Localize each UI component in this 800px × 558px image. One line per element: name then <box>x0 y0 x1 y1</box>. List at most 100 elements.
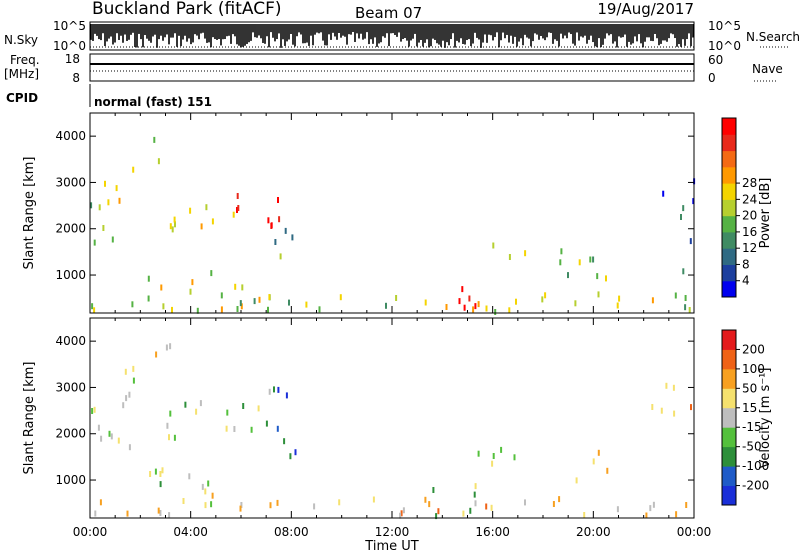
range-cell <box>432 487 435 493</box>
range-cell <box>93 239 96 246</box>
range-cell <box>597 449 600 456</box>
range-cell <box>294 449 297 456</box>
velocity-frame <box>89 317 695 519</box>
colorbar-tick-label: 16 <box>742 225 757 239</box>
range-cell <box>239 300 242 307</box>
cpid-text: normal (fast) 151 <box>94 95 212 109</box>
range-cell <box>93 307 96 314</box>
range-cell <box>107 199 110 206</box>
range-cell <box>200 223 203 230</box>
range-cell <box>276 425 279 432</box>
range-cell <box>541 296 544 303</box>
range-cell <box>188 473 191 480</box>
power-colorbar-label: Power [dB] <box>758 178 773 249</box>
range-cell <box>458 298 461 305</box>
range-cell <box>437 508 440 515</box>
range-cell <box>690 404 692 411</box>
velocity-xaxis: 00:00 04:00 08:00 12:00 16:00 20:00 00:00 <box>73 318 711 539</box>
range-cell <box>165 344 168 351</box>
range-cell <box>616 302 619 309</box>
range-cell <box>168 434 170 441</box>
range-cell <box>618 295 621 302</box>
range-cell <box>207 480 210 487</box>
nsearch-tick-low: 10^0 <box>708 39 741 53</box>
power-panel: 4000 3000 2000 1000 Slant Range [km] 28 24 20… <box>22 112 773 315</box>
range-cell <box>288 299 290 306</box>
range-cell <box>125 395 128 402</box>
nsearch-label: N.Search <box>746 30 800 44</box>
range-cell <box>574 300 577 307</box>
colorbar-tick-label: 15 <box>742 401 757 415</box>
range-cell <box>515 298 517 305</box>
range-cell <box>204 488 207 495</box>
colorbar-segment <box>722 134 736 152</box>
nsky-panel: N.Sky 10^5 10^0 10^5 10^0 N.Search <box>4 19 800 53</box>
range-cell <box>267 217 270 224</box>
range-cell <box>115 185 118 192</box>
colorbar-segment <box>722 231 736 249</box>
range-cell <box>237 205 240 211</box>
range-cell <box>269 502 272 509</box>
range-cell <box>339 294 342 301</box>
range-cell <box>268 294 271 301</box>
range-cell <box>171 226 174 233</box>
range-cell <box>589 256 592 263</box>
range-cell <box>91 303 94 310</box>
range-cell <box>159 510 162 516</box>
range-cell <box>258 296 261 303</box>
range-cell <box>160 284 163 291</box>
range-cell <box>93 406 96 413</box>
range-cell <box>225 425 228 432</box>
range-cell <box>98 204 101 211</box>
colorbar-tick-label: -15 <box>742 420 762 434</box>
power-data <box>90 136 696 315</box>
range-cell <box>277 386 280 393</box>
range-cell <box>500 446 503 453</box>
nave-tick-low: 0 <box>708 71 716 85</box>
range-cell <box>665 382 668 389</box>
range-cell <box>257 405 260 412</box>
range-cell <box>162 303 165 310</box>
range-cell <box>524 250 527 257</box>
x-tick-label: 08:00 <box>274 525 309 539</box>
range-cell <box>239 505 242 512</box>
colorbar-segment <box>722 183 736 200</box>
range-cell <box>606 467 609 474</box>
range-cell <box>250 426 253 433</box>
range-cell <box>196 307 199 314</box>
range-cell <box>278 216 281 223</box>
range-cell <box>270 222 273 229</box>
range-cell <box>149 471 152 477</box>
range-cell <box>474 500 477 507</box>
range-cell <box>474 483 477 490</box>
range-cell <box>195 408 198 415</box>
colorbar-segment <box>722 388 736 409</box>
freq-panel: Freq. [MHz] 18 8 60 0 Nave <box>4 52 783 85</box>
range-cell <box>445 304 448 310</box>
range-cell <box>118 197 121 204</box>
y-tick-label: 2000 <box>55 427 86 441</box>
range-cell <box>305 301 308 308</box>
x-tick-label: 20:00 <box>576 525 611 539</box>
range-cell <box>117 437 120 444</box>
range-cell <box>605 275 607 282</box>
range-cell <box>428 501 431 508</box>
range-cell <box>108 430 111 437</box>
range-cell <box>492 242 495 249</box>
range-cell <box>102 225 105 231</box>
range-cell <box>233 426 236 432</box>
range-cell <box>236 207 238 213</box>
range-cell <box>682 268 685 275</box>
range-cell <box>685 502 688 508</box>
colorbar-segment <box>722 280 736 298</box>
x-tick-label: 00:00 <box>73 525 108 539</box>
range-cell <box>491 460 494 467</box>
range-cell <box>166 422 169 429</box>
colorbar-tick-label: -200 <box>742 479 769 493</box>
range-cell <box>513 454 516 461</box>
range-cell <box>91 408 94 414</box>
range-cell <box>616 506 619 513</box>
colorbar-tick-label: 28 <box>742 176 757 190</box>
range-cell <box>395 295 398 301</box>
range-cell <box>651 404 654 410</box>
